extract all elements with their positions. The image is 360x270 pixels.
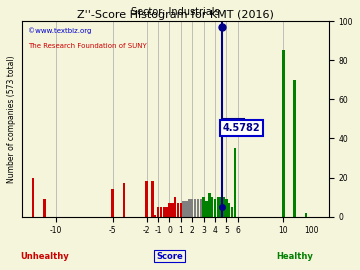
Bar: [225, 199, 228, 217]
Bar: [194, 199, 196, 217]
Text: ©www.textbiz.org: ©www.textbiz.org: [28, 27, 91, 34]
Y-axis label: Number of companies (573 total): Number of companies (573 total): [7, 55, 16, 183]
Bar: [208, 193, 211, 217]
Bar: [157, 207, 159, 217]
Bar: [145, 181, 148, 217]
Text: Sector: Industrials: Sector: Industrials: [131, 7, 220, 17]
Bar: [205, 201, 208, 217]
Bar: [165, 207, 168, 217]
Bar: [160, 207, 162, 217]
Bar: [211, 197, 213, 217]
Bar: [154, 215, 157, 217]
Text: Healthy: Healthy: [276, 252, 313, 261]
Text: 100: 100: [305, 227, 319, 235]
Bar: [222, 197, 225, 217]
Bar: [123, 183, 125, 217]
Bar: [177, 203, 179, 217]
Title: Z''-Score Histogram for KMT (2016): Z''-Score Histogram for KMT (2016): [77, 10, 274, 20]
Bar: [185, 201, 188, 217]
Bar: [228, 203, 230, 217]
Bar: [111, 189, 114, 217]
Bar: [171, 203, 174, 217]
Bar: [214, 199, 216, 217]
Bar: [188, 199, 191, 217]
Text: Unhealthy: Unhealthy: [20, 252, 69, 261]
Bar: [174, 197, 176, 217]
Bar: [183, 201, 185, 217]
Bar: [197, 199, 199, 217]
Bar: [191, 199, 193, 217]
Bar: [199, 199, 202, 217]
Bar: [151, 181, 154, 217]
Bar: [305, 213, 307, 217]
Bar: [43, 199, 45, 217]
Bar: [231, 207, 233, 217]
Bar: [202, 197, 205, 217]
Text: The Research Foundation of SUNY: The Research Foundation of SUNY: [28, 43, 147, 49]
Text: Score: Score: [156, 252, 183, 261]
Bar: [217, 197, 219, 217]
Bar: [293, 80, 296, 217]
Bar: [32, 178, 34, 217]
Text: 4.5782: 4.5782: [223, 123, 260, 133]
Bar: [220, 197, 222, 217]
Bar: [282, 50, 284, 217]
Bar: [162, 207, 165, 217]
Bar: [180, 203, 182, 217]
Bar: [168, 203, 171, 217]
Bar: [234, 148, 236, 217]
